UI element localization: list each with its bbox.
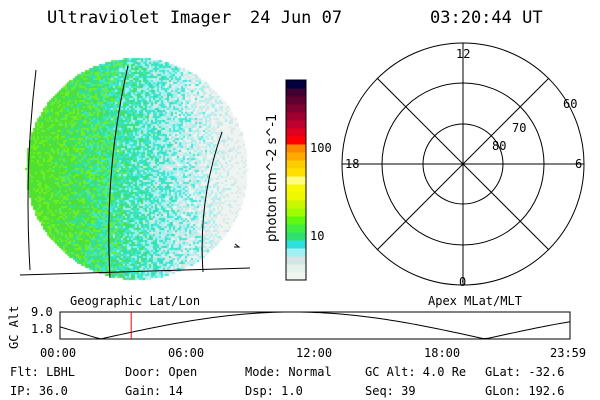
alt-ylabel: GC Alt [7,306,21,349]
colorbar-swatch [286,96,306,105]
altitude-curve [60,312,570,339]
colorbar-label: photon cm^-2 s^-1 [265,114,280,242]
colorbar-swatch [286,184,306,193]
colorbar-swatch [286,200,306,209]
dsp-status: Dsp: 1.0 [245,384,303,398]
colorbar-tick-10: 10 [310,229,324,243]
colorbar-swatch [286,128,306,137]
colorbar-swatch [286,120,306,129]
alt-xtick: 00:00 [40,346,76,360]
colorbar-swatch [286,248,306,257]
colorbar-swatch [286,104,306,113]
uvi-display: Ultraviolet Imager 24 Jun 07 03:20:44 UT… [0,0,600,400]
polar-label-70: 70 [512,121,526,135]
colorbar [286,80,306,281]
polar-grid [342,43,584,285]
colorbar-swatch [286,224,306,233]
mode-status: Mode: Normal [245,365,332,379]
colorbar-swatch [286,160,306,169]
colorbar-swatch [286,192,306,201]
alt-xtick: 12:00 [296,346,332,360]
colorbar-swatch [286,88,306,97]
alt-xtick: 18:00 [424,346,460,360]
alt-ymax: 9.0 [31,305,53,319]
alt-xtick: 23:59 [550,346,586,360]
ip-status: IP: 36.0 [10,384,68,398]
alt-plot [60,312,570,339]
filter-status: Flt: LBHL [10,365,75,379]
colorbar-swatch [286,144,306,153]
polar-label-18: 18 [345,157,359,171]
gc-alt-status: GC Alt: 4.0 Re [365,365,466,379]
instrument-title: Ultraviolet Imager [47,8,231,28]
glon-status: GLon: 192.6 [485,384,564,398]
apex-caption: Apex MLat/MLT [428,294,522,308]
seq-status: Seq: 39 [365,384,416,398]
polar-label-6: 6 [575,157,582,171]
colorbar-swatch [286,240,306,249]
colorbar-swatch [286,208,306,217]
colorbar-tick-100: 100 [310,141,332,155]
polar-label-80: 80 [492,139,506,153]
polar-label-12: 12 [456,47,470,61]
geographic-grid [20,66,250,278]
colorbar-swatch [286,136,306,145]
colorbar-swatch [286,272,306,281]
geographic-caption: Geographic Lat/Lon [70,294,200,308]
colorbar-swatch [286,152,306,161]
alt-ymin: 1.8 [31,322,53,336]
colorbar-swatch [286,216,306,225]
polar-label-0: 0 [459,275,466,289]
gain-status: Gain: 14 [125,384,183,398]
colorbar-swatch [286,80,306,89]
colorbar-swatch [286,176,306,185]
polar-label-60: 60 [563,97,577,111]
glat-status: GLat: -32.6 [485,365,564,379]
door-status: Door: Open [125,365,197,379]
time-label: 03:20:44 UT [430,8,543,28]
colorbar-swatch [286,168,306,177]
overlay [0,0,600,400]
colorbar-swatch [286,264,306,273]
colorbar-swatch [286,112,306,121]
alt-xtick: 06:00 [168,346,204,360]
colorbar-swatch [286,256,306,265]
colorbar-swatch [286,232,306,241]
date-label: 24 Jun 07 [250,8,342,28]
